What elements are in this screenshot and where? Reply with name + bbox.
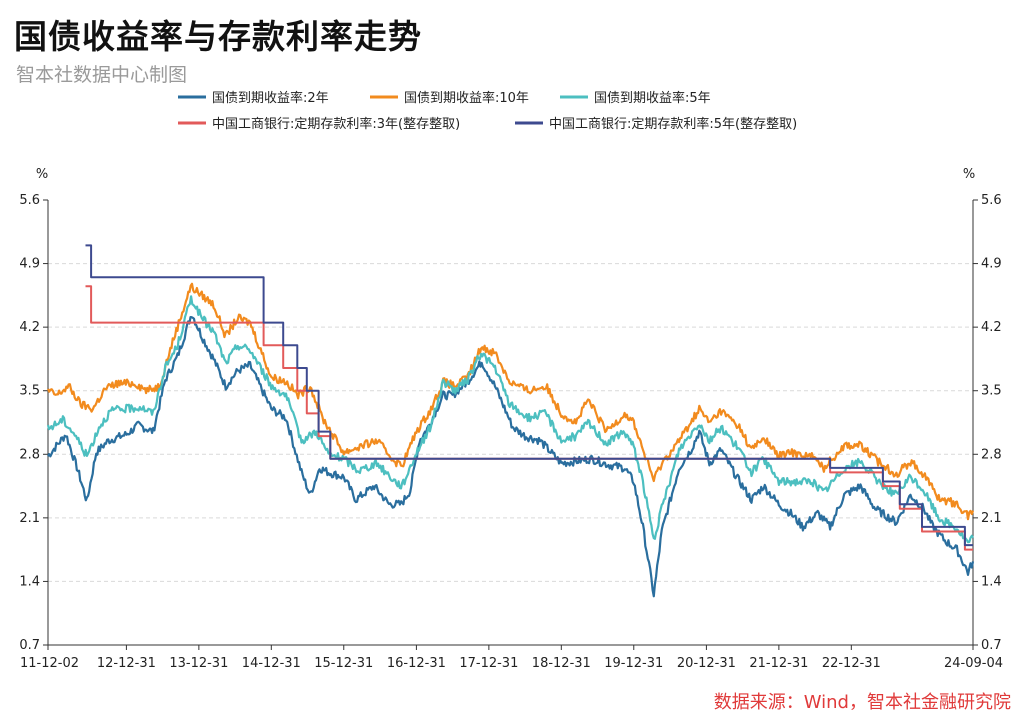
y-tick-label-right: 2.1 [981, 511, 1002, 526]
y-unit-right: % [963, 167, 975, 182]
y-tick-label-left: 2.8 [19, 447, 40, 462]
y-tick-label-left: 4.9 [19, 257, 40, 272]
x-tick-label: 15-12-31 [314, 656, 373, 671]
y-tick-label-left: 3.5 [19, 384, 40, 399]
y-tick-label-left: 4.2 [19, 320, 40, 335]
series-line-1 [47, 316, 975, 598]
x-tick-label: 20-12-31 [677, 656, 736, 671]
legend-label-1: 国债到期收益率:2年 [212, 90, 329, 106]
legend-label-5: 中国工商银行:定期存款利率:5年(整存整取) [549, 116, 797, 132]
y-tick-label-right: 0.7 [981, 638, 1002, 653]
x-tick-label: 16-12-31 [387, 656, 446, 671]
x-tick-label: 12-12-31 [97, 656, 156, 671]
legend-label-2: 国债到期收益率:10年 [404, 90, 529, 106]
y-tick-label-right: 4.9 [981, 257, 1002, 272]
x-tick-label: 11-12-02 [20, 656, 79, 671]
x-tick-label: 18-12-31 [532, 656, 591, 671]
y-tick-label-left: 1.4 [19, 574, 40, 589]
x-tick-label: 13-12-31 [169, 656, 228, 671]
y-tick-label-right: 2.8 [981, 447, 1002, 462]
y-tick-label-left: 5.6 [19, 193, 40, 208]
chart-subtitle: 智本社数据中心制图 [16, 64, 188, 86]
x-tick-label: 14-12-31 [242, 656, 301, 671]
series-line-2 [46, 282, 975, 521]
y-tick-label-right: 1.4 [981, 574, 1002, 589]
legend-label-4: 中国工商银行:定期存款利率:3年(整存整取) [212, 116, 460, 132]
x-tick-label: 24-09-04 [944, 656, 1003, 671]
y-tick-label-right: 3.5 [981, 384, 1002, 399]
series-line-3 [46, 295, 974, 544]
x-tick-label: 17-12-31 [459, 656, 518, 671]
x-tick-label: 21-12-31 [749, 656, 808, 671]
series-layer [46, 244, 975, 598]
legend-label-3: 国债到期收益率:5年 [594, 90, 711, 106]
y-tick-label-left: 2.1 [19, 511, 40, 526]
chart-title: 国债收益率与存款利率走势 [14, 17, 422, 56]
y-tick-label-left: 0.7 [19, 638, 40, 653]
y-tick-label-right: 4.2 [981, 320, 1002, 335]
x-tick-label: 19-12-31 [604, 656, 663, 671]
y-tick-label-right: 5.6 [981, 193, 1002, 208]
data-source: 数据来源：Wind，智本社金融研究院 [713, 692, 1011, 713]
series-line-5 [85, 244, 973, 547]
y-unit-left: % [36, 167, 48, 182]
legend: 国债到期收益率:2年 国债到期收益率:10年 国债到期收益率:5年中国工商银行:定期… [178, 90, 797, 132]
grid-lines [48, 263, 973, 582]
axes: 0.7 0.7 1.4 1.4 2.1 2.1 2.8 2.8 3.5 3.5 4.2 4.2 4.9 4… [19, 167, 1003, 671]
x-tick-label: 22-12-31 [822, 656, 881, 671]
